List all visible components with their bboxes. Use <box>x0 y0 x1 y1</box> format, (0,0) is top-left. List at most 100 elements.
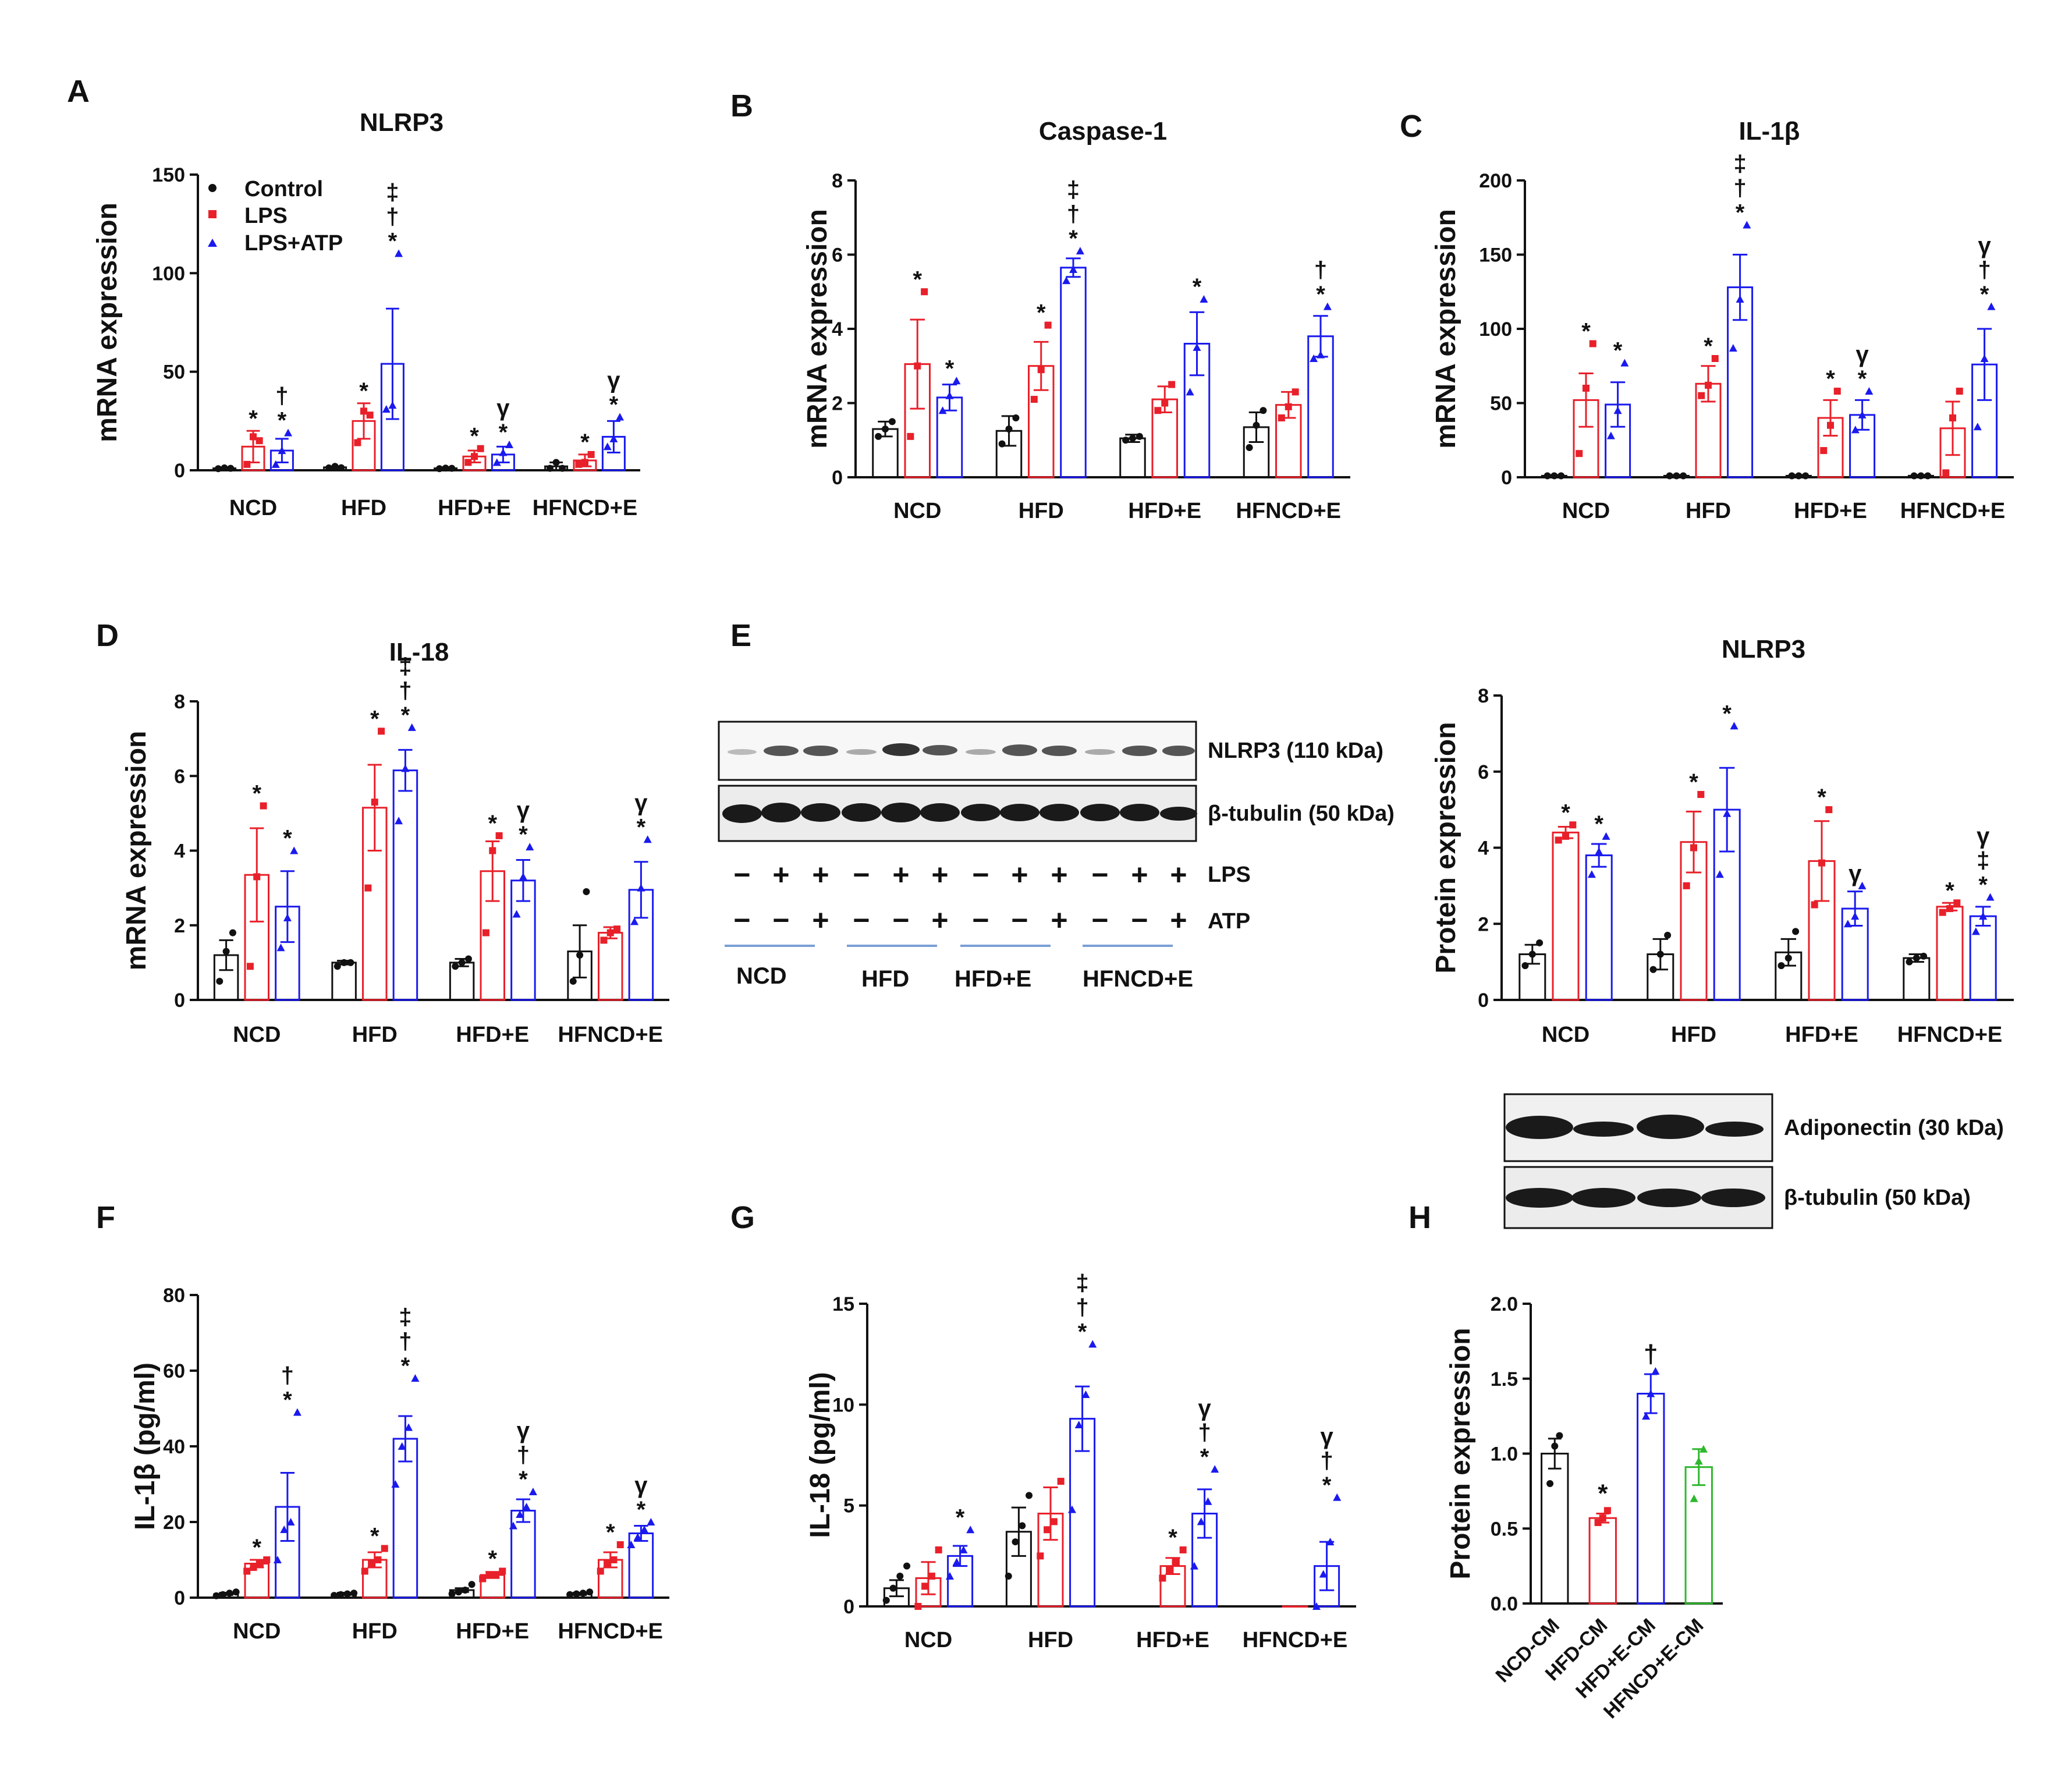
chart-g-x-tick-label: HFD+E <box>1136 1628 1209 1652</box>
chart-f-data-point <box>509 1521 517 1530</box>
chart-d-significance-mark: † <box>399 678 411 704</box>
chart-f-bar <box>628 1532 654 1599</box>
blot-e-atp-sign: + <box>1170 904 1187 936</box>
chart-a-data-point <box>395 249 403 257</box>
chart-f-data-point <box>604 1560 611 1567</box>
chart-b-data-point <box>1310 354 1318 362</box>
chart-c-significance-mark: * <box>1704 334 1713 359</box>
chart-e-data-point <box>1858 881 1867 889</box>
chart-c-significance-mark: γ <box>1978 233 1991 258</box>
chart-f-data-point <box>479 1575 487 1583</box>
chart-e-y-label: Protein expression <box>1431 722 1461 973</box>
chart-f-significance-mark: * <box>370 1524 379 1549</box>
chart-h-y-tick-label: 1.0 <box>1491 1443 1518 1466</box>
legend-label-lps: LPS <box>244 204 288 228</box>
chart-d-data-point <box>401 764 410 772</box>
chart-f-bar <box>392 1438 418 1599</box>
chart-a-title: NLRP3 <box>360 108 444 137</box>
chart-f-x-tick-label: HFNCD+E <box>558 1619 663 1644</box>
chart-g-data-point <box>1088 1340 1097 1348</box>
chart-a-significance-mark: * <box>359 378 368 404</box>
chart-g-significance-mark: † <box>1198 1420 1211 1445</box>
panel-letter-d: D <box>96 618 119 653</box>
chart-e-data-point <box>1851 912 1860 920</box>
chart-g-data-point <box>914 1603 922 1610</box>
chart-a-significance-mark: * <box>388 228 398 254</box>
chart-f-significance-mark: γ <box>517 1418 530 1443</box>
chart-e-significance-mark: * <box>1722 701 1732 726</box>
chart-d-data-point <box>637 884 645 892</box>
chart-d-data-point <box>283 913 292 921</box>
chart-h-significance-mark: * <box>1598 1480 1608 1508</box>
chart-a-data-point <box>243 460 251 468</box>
chart-c-data-point <box>1743 221 1751 229</box>
chart-g-data-point <box>1179 1546 1187 1553</box>
chart-h-bar <box>1684 1466 1713 1605</box>
blot-e-label-tubulin: β-tubulin (50 kDa) <box>1208 801 1395 826</box>
chart-g-data-point <box>882 1596 890 1604</box>
chart-f-data-point <box>343 1590 351 1598</box>
chart-a-significance-mark: ‡ <box>386 179 399 205</box>
chart-d-data-point <box>583 888 590 896</box>
chart-c-data-point <box>1544 472 1551 480</box>
chart-g-data-point <box>945 1572 954 1580</box>
chart-g-bar <box>1127 1605 1154 1608</box>
chart-f-data-point <box>586 1588 594 1596</box>
chart-a-data-point <box>603 442 612 450</box>
chart-g-data-point <box>1074 1421 1083 1428</box>
panel-letter-h: H <box>1408 1200 1431 1235</box>
chart-b-data-point <box>1186 388 1194 396</box>
chart-a-data-point <box>546 464 554 472</box>
blot-e-atp-sign: − <box>972 904 989 936</box>
chart-c-data-point <box>1576 450 1583 457</box>
chart-f-data-point <box>219 1591 226 1598</box>
chart-e-bar <box>1969 915 1997 1001</box>
chart-a-x-tick-label: HFD+E <box>438 496 511 520</box>
chart-c-significance-mark: * <box>1826 366 1835 392</box>
chart-a-data-point <box>442 464 449 472</box>
chart-a-significance-mark: * <box>278 408 287 434</box>
chart-f-significance-mark: † <box>399 1329 411 1354</box>
chart-f-y-tick-label: 0 <box>174 1587 185 1609</box>
chart-f-x-tick-label: HFD <box>352 1619 398 1644</box>
blot-e-lps-sign: − <box>972 858 989 891</box>
chart-d-data-point <box>407 723 416 731</box>
chart-e-data-point <box>1656 950 1664 958</box>
chart-f-data-point <box>243 1567 251 1575</box>
chart-g-y-label: IL-18 (pg/ml) <box>805 1372 836 1538</box>
chart-d-significance-mark: * <box>401 703 410 728</box>
chart-e-data-point <box>1730 722 1739 730</box>
chart-a-data-point <box>271 460 280 468</box>
chart-e-significance-mark: ‡ <box>1977 847 1989 873</box>
chart-a-x-tick-label: HFNCD+E <box>533 496 638 520</box>
chart-g-significance-mark: * <box>1078 1319 1087 1344</box>
chart-c-significance-mark: † <box>1733 176 1746 201</box>
chart-c-x-tick-label: HFNCD+E <box>1900 499 2006 523</box>
chart-f-data-point <box>492 1571 499 1578</box>
chart-e-data-point <box>1649 966 1657 973</box>
blot-e-lps-sign: − <box>1091 858 1108 891</box>
chart-g-data-point <box>889 1584 897 1592</box>
chart-d-significance-mark: * <box>488 811 497 836</box>
chart-g-data-point <box>1081 1390 1090 1398</box>
chart-b-data-point <box>1259 407 1267 414</box>
chart-d-data-point <box>364 884 372 892</box>
chart-b-x-tick-label: HFD+E <box>1128 499 1201 523</box>
chart-c-data-point <box>1583 385 1590 392</box>
chart-a-data-point <box>435 465 443 473</box>
blot-e-group-hfde: HFD+E <box>955 966 1031 992</box>
blot-e-lps-sign: + <box>1131 858 1148 891</box>
chart-d-y-tick-label: 2 <box>174 915 185 937</box>
chart-g-data-point <box>1026 1492 1033 1499</box>
chart-e-data-point <box>1946 905 1953 913</box>
chart-b-data-point <box>1069 265 1077 273</box>
chart-a-data-point <box>338 464 345 471</box>
chart-e-data-point <box>1939 909 1946 916</box>
chart-g-data-point <box>1159 1574 1166 1582</box>
chart-e-data-point <box>1913 955 1920 962</box>
chart-h-bar <box>1588 1517 1617 1605</box>
chart-d-x-tick-label: NCD <box>233 1023 281 1047</box>
chart-c-data-point <box>1620 359 1629 367</box>
chart-c-data-point <box>1980 354 1989 362</box>
